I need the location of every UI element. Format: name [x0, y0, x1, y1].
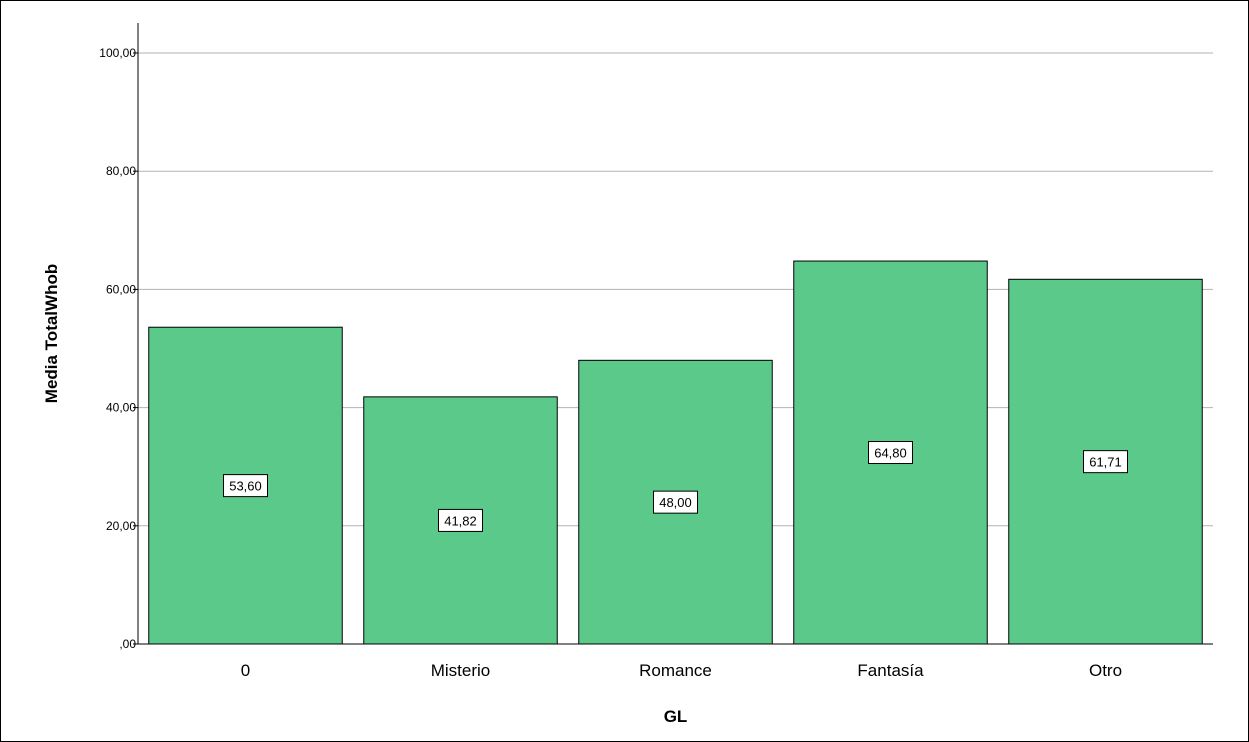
data-label: 41,82 [444, 513, 477, 528]
data-label-box [868, 441, 913, 465]
y-tick-labels: ,00 20,00 40,00 60,00 80,00 100,00 [99, 46, 138, 651]
y-tick-label: 100,00 [99, 46, 136, 60]
x-tick-label: 0 [241, 661, 250, 680]
y-tick-label: 20,00 [106, 519, 136, 533]
data-label: 48,00 [659, 495, 692, 510]
x-tick-label: Romance [639, 661, 712, 680]
data-label-box [438, 508, 483, 532]
data-label-box [1083, 450, 1128, 474]
data-label: 64,80 [874, 446, 907, 461]
x-tick-label: Fantasía [857, 661, 924, 680]
data-labels: 53,60 41,82 48,00 64,80 61,71 [223, 441, 1128, 532]
data-label: 53,60 [229, 479, 262, 494]
y-tick-label: 60,00 [106, 282, 136, 296]
data-label-box [223, 474, 268, 498]
y-tick-label: 40,00 [106, 401, 136, 415]
y-tick-label: 80,00 [106, 164, 136, 178]
data-label: 61,71 [1089, 455, 1122, 470]
y-tick-label: ,00 [119, 637, 136, 651]
x-axis-title: GL [664, 707, 688, 726]
bars [148, 260, 1203, 645]
y-axis-title: Media TotalWhob [42, 264, 61, 403]
axes [137, 23, 1213, 645]
x-tick-label: Misterio [431, 661, 491, 680]
data-label-box [653, 490, 698, 514]
x-tick-labels: 0 Misterio Romance Fantasía Otro [241, 661, 1122, 680]
x-tick-label: Otro [1089, 661, 1122, 680]
